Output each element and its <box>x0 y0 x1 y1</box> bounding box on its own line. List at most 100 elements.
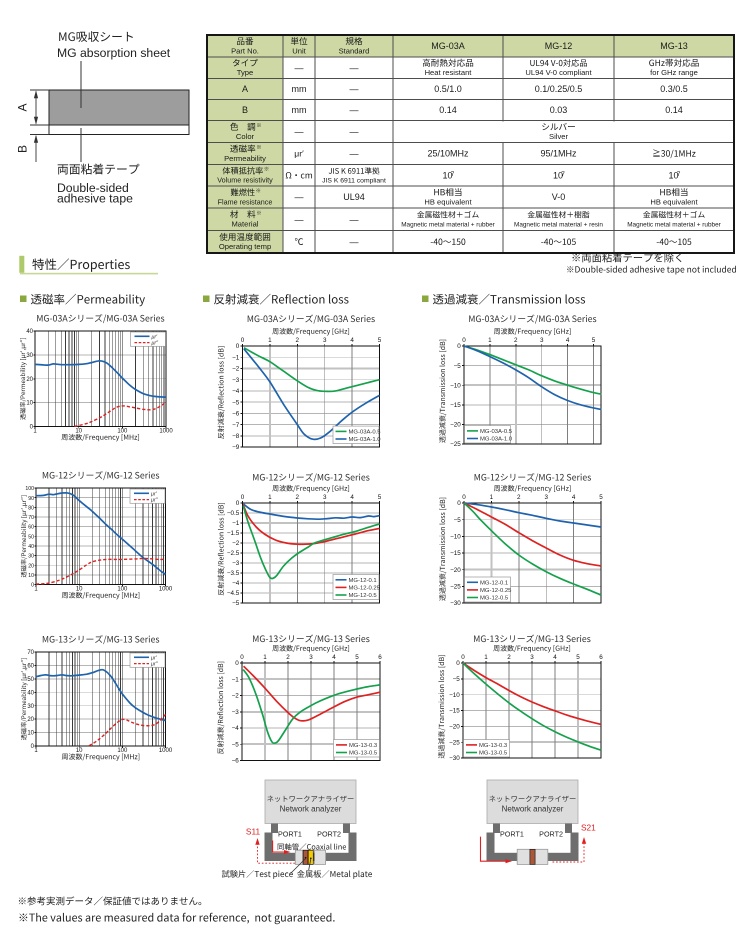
svg-text:μr″: μr″ <box>151 341 160 347</box>
svg-text:−5: −5 <box>453 676 461 683</box>
svg-text:Operating temp: Operating temp <box>219 242 271 251</box>
svg-text:−4.5: −4.5 <box>227 590 240 597</box>
svg-text:1000: 1000 <box>159 587 173 593</box>
svg-text:Double-sided: Double-sided <box>57 181 129 195</box>
svg-text:UL94 V-0 compliant: UL94 V-0 compliant <box>525 68 592 77</box>
svg-text:1: 1 <box>268 494 272 501</box>
svg-text:−1: −1 <box>232 676 240 683</box>
svg-text:MG-12-0.5: MG-12-0.5 <box>480 596 509 602</box>
svg-text:−1: −1 <box>232 354 240 361</box>
svg-text:4: 4 <box>350 494 354 501</box>
svg-text:μr″: μr″ <box>150 498 159 504</box>
svg-text:0.14: 0.14 <box>439 105 457 115</box>
svg-text:S11: S11 <box>246 827 261 837</box>
svg-text:−30: −30 <box>449 755 460 762</box>
svg-text:Standard: Standard <box>339 46 370 55</box>
svg-text:−10: −10 <box>449 692 460 699</box>
svg-text:−6: −6 <box>232 411 240 418</box>
svg-text:30: 30 <box>27 704 34 710</box>
svg-text:―: ― <box>350 237 359 247</box>
svg-text:20: 20 <box>28 563 34 569</box>
svg-text:30: 30 <box>26 353 33 359</box>
svg-text:−5: −5 <box>232 399 240 406</box>
svg-text:PORT2: PORT2 <box>317 830 341 839</box>
svg-text:10: 10 <box>27 731 34 737</box>
svg-text:―: ― <box>350 63 359 73</box>
svg-text:1: 1 <box>263 654 267 661</box>
svg-text:5: 5 <box>378 494 382 501</box>
svg-text:0.5/1.0: 0.5/1.0 <box>434 84 462 94</box>
svg-text:Magnetic metal material + resi: Magnetic metal material + resin <box>514 222 603 229</box>
svg-text:5: 5 <box>592 337 596 344</box>
svg-text:2: 2 <box>296 494 300 501</box>
svg-text:―: ― <box>350 84 359 94</box>
svg-text:10: 10 <box>669 170 679 180</box>
svg-text:MG-03A-0.5: MG-03A-0.5 <box>480 429 513 435</box>
svg-text:−20: −20 <box>450 422 461 429</box>
svg-text:1000: 1000 <box>159 748 173 754</box>
svg-text:−10: −10 <box>450 534 461 541</box>
svg-text:MG-03A-0.5: MG-03A-0.5 <box>349 430 382 436</box>
svg-text:0: 0 <box>241 337 245 344</box>
svg-text:3: 3 <box>323 494 327 501</box>
svg-text:−4: −4 <box>232 388 240 395</box>
svg-text:μr″: μr″ <box>150 662 159 668</box>
svg-text:−8: −8 <box>232 433 240 440</box>
svg-text:10: 10 <box>76 748 83 754</box>
svg-text:μr′: μr′ <box>150 491 158 497</box>
svg-text:25/10MHz: 25/10MHz <box>427 149 469 159</box>
svg-text:PORT1: PORT1 <box>278 830 302 839</box>
svg-text:0.14: 0.14 <box>665 105 683 115</box>
svg-text:MG-12-0.5: MG-12-0.5 <box>349 593 378 599</box>
svg-text:100: 100 <box>117 748 128 754</box>
svg-text:Flame resistance: Flame resistance <box>218 197 273 206</box>
svg-text:MG-03A-1.0: MG-03A-1.0 <box>349 437 382 443</box>
svg-text:Network analyzer: Network analyzer <box>502 805 564 814</box>
svg-text:1: 1 <box>34 748 38 754</box>
svg-text:Type: Type <box>237 68 253 77</box>
svg-text:−1: −1 <box>232 520 240 527</box>
svg-text:50: 50 <box>27 677 34 683</box>
svg-text:MG-12: MG-12 <box>545 41 573 51</box>
svg-text:5: 5 <box>576 654 580 661</box>
svg-text:3: 3 <box>544 494 548 501</box>
svg-text:−20: −20 <box>450 567 461 574</box>
svg-text:2: 2 <box>517 494 521 501</box>
svg-text:4: 4 <box>572 494 576 501</box>
svg-text:1: 1 <box>268 337 272 344</box>
svg-text:−5: −5 <box>232 741 240 748</box>
svg-text:Part No.: Part No. <box>231 46 259 55</box>
svg-text:20: 20 <box>26 377 33 383</box>
svg-text:−2: −2 <box>232 366 240 373</box>
svg-text:for GHz range: for GHz range <box>650 68 698 77</box>
svg-text:1: 1 <box>488 337 492 344</box>
svg-text:Magnetic metal material + rubb: Magnetic metal material + rubber <box>401 222 495 229</box>
svg-text:Heat resistant: Heat resistant <box>425 68 473 77</box>
svg-text:−2.5: −2.5 <box>227 550 240 557</box>
svg-text:7: 7 <box>677 171 681 178</box>
svg-text:40: 40 <box>28 544 34 550</box>
svg-text:10: 10 <box>75 429 82 435</box>
svg-text:−6: −6 <box>232 758 240 765</box>
svg-text:40: 40 <box>27 690 34 696</box>
svg-text:MG-13-0.5: MG-13-0.5 <box>349 751 378 757</box>
svg-text:―: ― <box>295 63 304 73</box>
svg-text:MG-12-0.25: MG-12-0.25 <box>349 586 381 592</box>
svg-text:50: 50 <box>28 534 34 540</box>
svg-text:0: 0 <box>235 660 239 667</box>
svg-text:0: 0 <box>31 583 34 589</box>
svg-text:MG-13-0.5: MG-13-0.5 <box>479 751 508 757</box>
svg-text:5: 5 <box>378 337 382 344</box>
svg-text:UL94: UL94 <box>343 192 365 202</box>
svg-text:0.03: 0.03 <box>550 105 568 115</box>
svg-text:30: 30 <box>28 554 34 560</box>
svg-text:0.3/0.5: 0.3/0.5 <box>660 84 688 94</box>
svg-text:0: 0 <box>457 500 461 507</box>
svg-text:JIS K 6911 compliant: JIS K 6911 compliant <box>322 178 386 185</box>
svg-text:A: A <box>16 103 30 111</box>
svg-text:−15: −15 <box>450 550 461 557</box>
svg-text:1: 1 <box>33 429 37 435</box>
svg-text:PORT2: PORT2 <box>539 830 563 839</box>
svg-text:−4: −4 <box>232 725 240 732</box>
svg-text:−25: −25 <box>450 441 461 448</box>
